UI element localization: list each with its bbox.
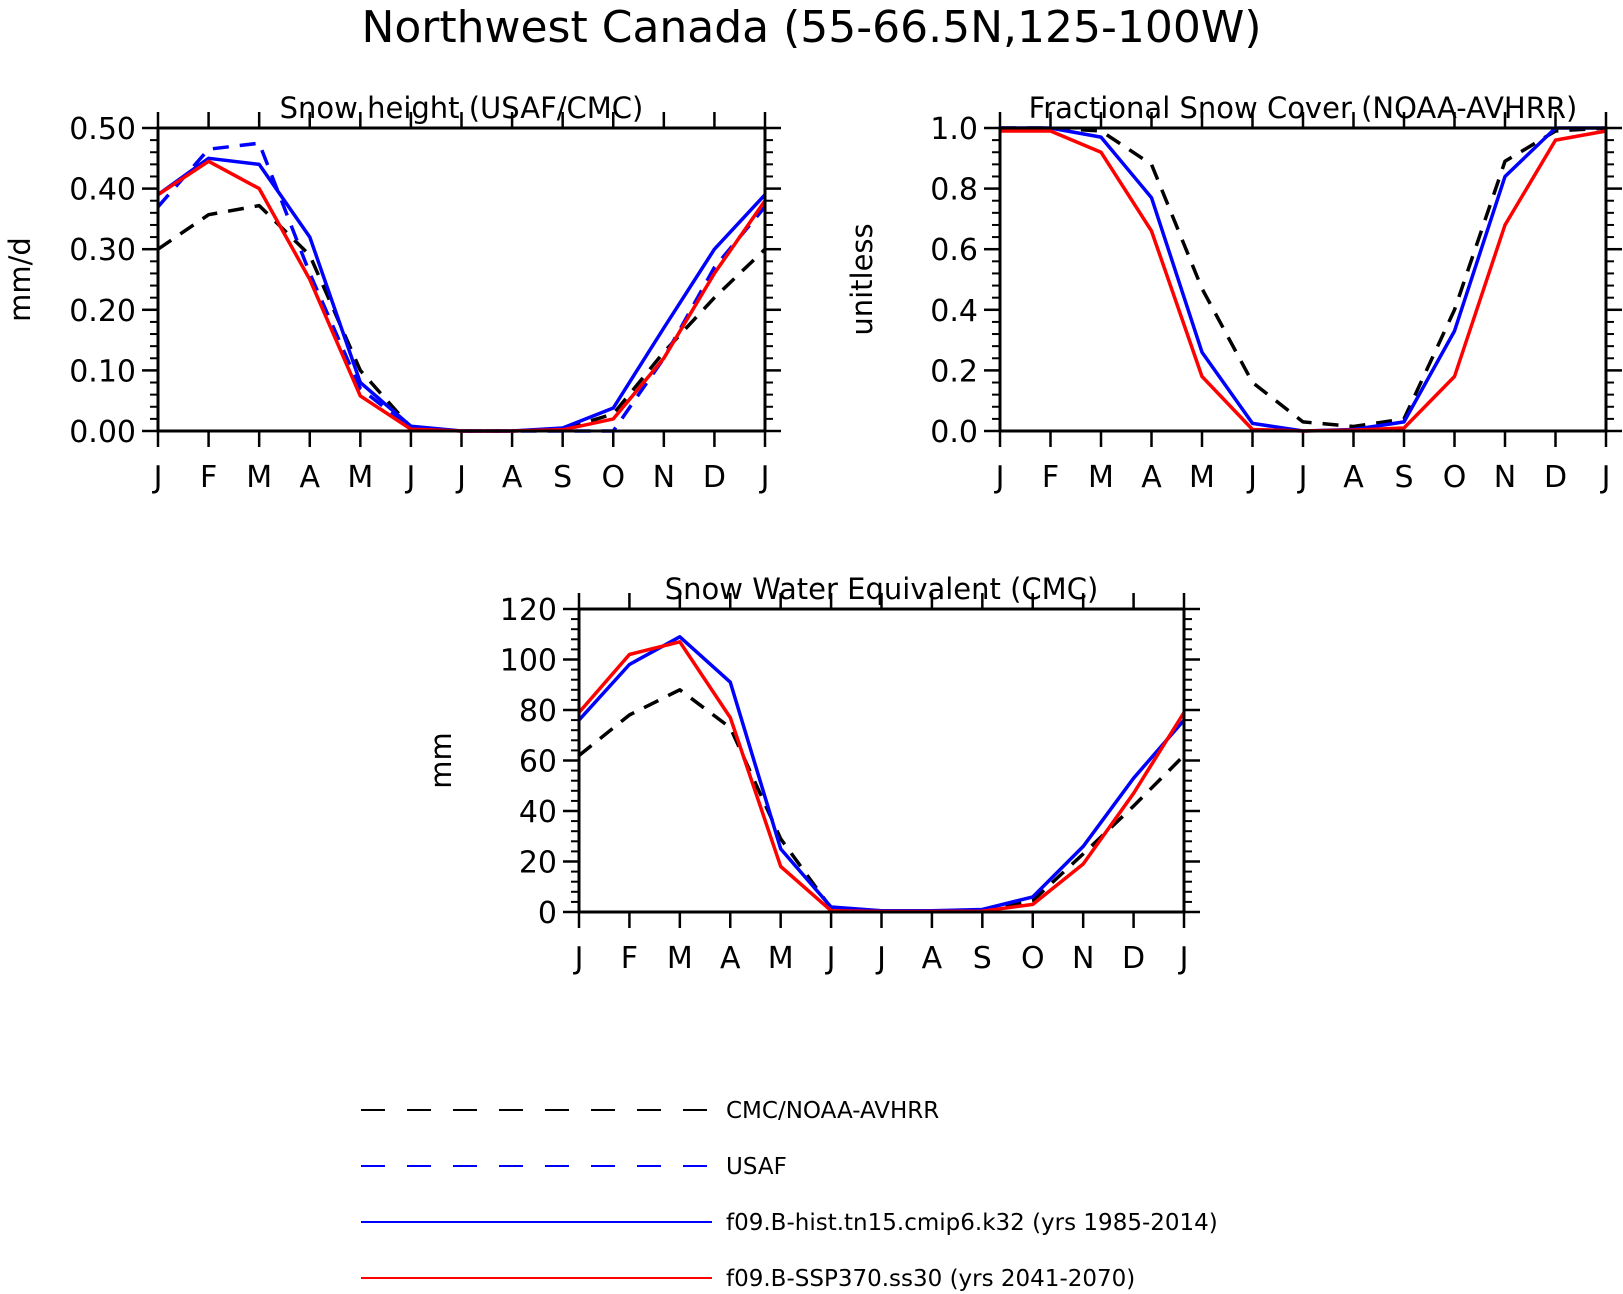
x-tick-label: M [246, 460, 272, 495]
x-tick-label: D [1122, 941, 1145, 976]
y-tick-label: 40 [519, 795, 557, 830]
y-tick-label: 0.40 [69, 173, 136, 208]
x-tick-label: O [1443, 460, 1467, 495]
y-tick-label: 80 [519, 694, 557, 729]
x-tick-label: F [621, 941, 638, 976]
chart-panel-1: Snow height (USAF/CMC)mm/d0.000.100.200.… [3, 91, 781, 495]
x-tick-label: J [1600, 460, 1611, 495]
y-tick-label: 0.00 [69, 415, 136, 450]
x-tick-label: F [200, 460, 217, 495]
y-tick-label: 0.2 [930, 354, 978, 389]
series-line [577, 640, 1186, 914]
y-tick-label: 0 [538, 896, 557, 931]
legend: CMC/NOAA-AVHRR USAF f09.B-hist.tn15.cmip6.… [361, 1098, 1218, 1292]
y-tick-label: 20 [519, 846, 557, 881]
series-line [156, 141, 767, 433]
series-line [577, 635, 1186, 913]
x-tick-label: J [825, 941, 836, 976]
x-tick-label: J [1178, 941, 1189, 976]
legend-label: USAF [726, 1154, 787, 1180]
series-line [1000, 126, 1607, 429]
x-tick-label: D [703, 460, 726, 495]
y-tick-label: 1.0 [930, 112, 978, 147]
x-tick-label: N [653, 460, 675, 495]
y-tick-label: 0.0 [930, 415, 978, 450]
x-tick-label: N [1494, 460, 1516, 495]
y-tick-label: 0.30 [69, 233, 136, 268]
series-line [157, 203, 767, 433]
y-axis-label: unitless [845, 223, 879, 335]
x-tick-label: A [922, 941, 943, 976]
x-tick-label: D [1544, 460, 1567, 495]
y-tick-label: 120 [500, 593, 557, 628]
x-tick-label: J [573, 941, 584, 976]
y-tick-label: 60 [519, 745, 557, 780]
legend-item: USAF [361, 1154, 787, 1180]
y-tick-label: 0.20 [69, 294, 136, 329]
plot-frame [998, 126, 1608, 433]
legend-label: CMC/NOAA-AVHRR [726, 1098, 939, 1124]
y-axis-label: mm/d [3, 237, 37, 322]
x-tick-label: M [1189, 460, 1215, 495]
x-tick-label: N [1072, 941, 1094, 976]
legend-item: f09.B-hist.tn15.cmip6.k32 (yrs 1985-2014… [361, 1210, 1218, 1236]
y-tick-label: 0.4 [930, 294, 978, 329]
legend-label: f09.B-SSP370.ss30 (yrs 2041-2070) [726, 1266, 1135, 1292]
x-tick-label: J [1246, 460, 1257, 495]
x-tick-label: A [299, 460, 320, 495]
series-line [157, 159, 767, 433]
x-tick-label: M [1088, 460, 1114, 495]
x-tick-label: M [667, 941, 693, 976]
series-line [1000, 126, 1606, 433]
x-tick-label: F [1042, 460, 1059, 495]
legend-item: f09.B-SSP370.ss30 (yrs 2041-2070) [361, 1266, 1135, 1292]
x-tick-label: A [720, 941, 741, 976]
y-tick-label: 0.10 [69, 354, 136, 389]
x-tick-label: J [404, 460, 415, 495]
series-line [156, 156, 767, 433]
x-tick-label: O [1021, 941, 1045, 976]
y-tick-label: 100 [500, 644, 557, 679]
x-tick-label: S [973, 941, 992, 976]
chart-panel-2: Fractional Snow Cover (NOAA-AVHRR)unitle… [845, 91, 1622, 495]
x-tick-label: J [1297, 460, 1308, 495]
x-tick-label: O [601, 460, 625, 495]
figure-title: Northwest Canada (55-66.5N,125-100W) [361, 2, 1262, 53]
x-tick-label: M [768, 941, 794, 976]
chart-panel-3: Snow Water Equivalent (CMC)mm02040608010… [424, 572, 1200, 976]
plot-frame [156, 126, 767, 433]
x-tick-label: S [553, 460, 572, 495]
y-axis-label: mm [424, 732, 458, 789]
series-line [577, 688, 1186, 914]
x-tick-label: J [152, 460, 163, 495]
x-tick-label: A [502, 460, 523, 495]
x-tick-label: S [1394, 460, 1413, 495]
x-tick-label: A [1141, 460, 1162, 495]
series-line [1000, 129, 1607, 433]
y-tick-label: 0.6 [930, 233, 978, 268]
y-tick-label: 0.8 [930, 173, 978, 208]
x-tick-label: A [1343, 460, 1364, 495]
x-tick-label: J [759, 460, 770, 495]
legend-label: f09.B-hist.tn15.cmip6.k32 (yrs 1985-2014… [726, 1210, 1218, 1236]
x-tick-label: M [347, 460, 373, 495]
x-tick-label: J [875, 941, 886, 976]
plot-frame [577, 607, 1186, 914]
x-tick-label: J [455, 460, 466, 495]
y-tick-label: 0.50 [69, 112, 136, 147]
x-tick-label: J [994, 460, 1005, 495]
legend-item: CMC/NOAA-AVHRR [361, 1098, 939, 1124]
